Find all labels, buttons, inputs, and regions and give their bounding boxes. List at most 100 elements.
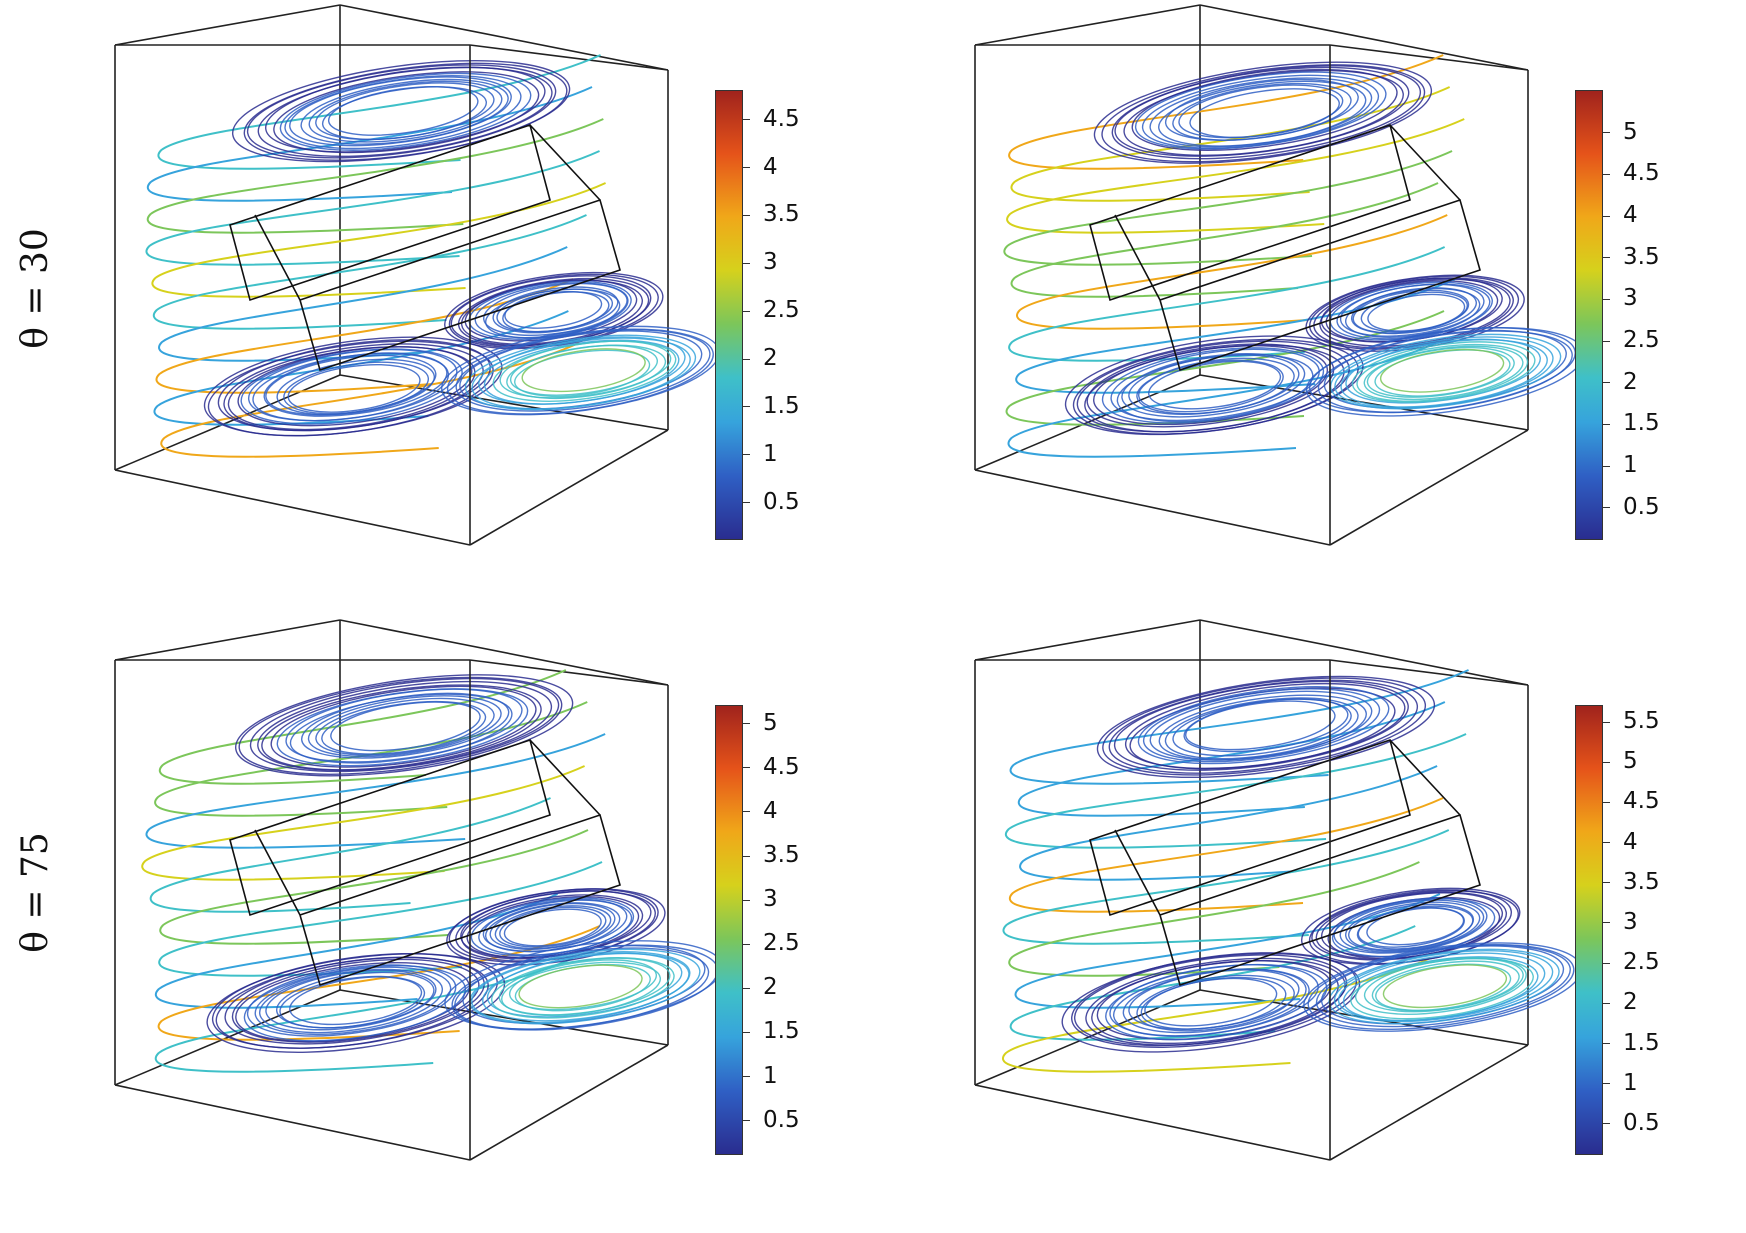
cube-edge [339, 619, 669, 686]
streamline [158, 861, 603, 977]
streamline [157, 54, 601, 170]
colorbar-tick-label: 2.5 [1603, 949, 1660, 976]
colorbar-tick-label: 0.5 [1603, 493, 1660, 520]
colorbar-tick-label: 2.5 [1603, 327, 1660, 353]
colorbar [1575, 90, 1603, 540]
panel-bottom-left: 0.5 1 1.5 2 2.5 3 3.5 4 4.5 5 [100, 615, 900, 1215]
colorbar-tick-label: 1 [1603, 1069, 1638, 1096]
panel-top-right: 0.5 1 1.5 2 2.5 3 3.5 4 4.5 5 [960, 0, 1746, 600]
colorbar-tick-label: 3.5 [743, 842, 800, 868]
streamline [146, 118, 604, 234]
streamline [1008, 797, 1444, 913]
streamline [1016, 214, 1448, 330]
colorbar-tick-label: 5 [743, 709, 778, 736]
colorbar-tick-label: 3 [1603, 908, 1638, 935]
cube-edge [974, 1084, 1331, 1161]
colorbar-tick-label: 1 [1603, 452, 1638, 478]
panel-bottom-right: 0.5 1 1.5 2 2.5 3 3.5 4 4.5 5 5.5 [960, 615, 1746, 1215]
cube-edge [114, 469, 471, 546]
inner-plate [229, 738, 621, 987]
colorbar-tick-label: 1 [743, 1062, 778, 1089]
streamline-scene [974, 4, 1585, 546]
colorbar-tick-label: 4 [1603, 202, 1638, 228]
streamline [1009, 669, 1469, 785]
colorbar-tick-label: 5 [1603, 118, 1638, 145]
colorbar-tick-label: 3 [743, 886, 778, 913]
row-label-text: θ = 75 [14, 831, 56, 953]
streamline [151, 182, 606, 298]
cube-edge [1199, 619, 1529, 686]
colorbar [715, 90, 743, 540]
colorbar-tick-label: 5.5 [1603, 708, 1660, 735]
colorbar-tick-label: 2 [1603, 989, 1638, 1016]
colorbar [715, 705, 743, 1155]
row-label-text: θ = 30 [14, 227, 56, 349]
streamline [1006, 118, 1465, 234]
colorbar-tick-label: 3.5 [1603, 868, 1660, 895]
cube-edge [1329, 44, 1529, 71]
cube-edge [1329, 659, 1529, 686]
colorbar-tick-label: 4.5 [1603, 788, 1660, 815]
colorbar-tick-label: 4 [743, 153, 778, 180]
streamline [154, 701, 588, 817]
colorbar-tick-label: 2.5 [743, 930, 800, 957]
cube-edge [469, 659, 669, 686]
colorbar [1575, 705, 1603, 1155]
colorbar-tick-label: 0.5 [1603, 1109, 1660, 1136]
streamline [1019, 765, 1438, 881]
colorbar-tick-label: 1 [743, 440, 778, 467]
colorbar-tick-label: 1.5 [743, 392, 800, 419]
cube-edge [339, 4, 669, 71]
vortex-ring [1096, 675, 1436, 779]
cube-edge [974, 469, 1331, 546]
cube-edge [114, 4, 341, 46]
colorbar-tick-label: 3.5 [743, 201, 800, 228]
streamline [160, 342, 580, 458]
vortex-ring [203, 336, 503, 437]
inner-plate [229, 123, 621, 372]
cube-edge [339, 374, 669, 431]
colorbar-tick-label: 4 [1603, 828, 1638, 855]
row-label-theta-30: θ = 30 [0, 228, 70, 349]
colorbar-tick-label: 4 [743, 797, 778, 824]
colorbar-tick-label: 2 [743, 345, 778, 372]
streamline [1002, 829, 1450, 945]
colorbar-tick-label: 1.5 [1603, 410, 1660, 437]
cube-edge [974, 4, 1201, 46]
cube-edge [1329, 1044, 1529, 1161]
inner-plate [1089, 738, 1481, 987]
vortex-ring [441, 325, 720, 416]
colorbar-tick-label: 4.5 [743, 753, 800, 780]
streamline [1010, 182, 1439, 298]
vortex-ring [1064, 335, 1364, 436]
colorbar-tick-label: 0.5 [743, 1106, 800, 1133]
colorbar-tick-label: 2 [743, 974, 778, 1001]
panel-top-left: 0.5 1 1.5 2 2.5 3 3.5 4 4.5 [100, 0, 900, 600]
colorbar-tick-label: 5 [1603, 748, 1638, 775]
vortex-ring [234, 674, 574, 777]
cube-edge [1199, 4, 1529, 71]
colorbar-tick-label: 1.5 [743, 1018, 800, 1045]
inner-plate [1089, 123, 1481, 372]
streamline-scene [114, 4, 720, 546]
streamline-scene [974, 619, 1583, 1161]
cube-edge [114, 1084, 471, 1161]
streamline-scene [114, 619, 724, 1161]
colorbar-tick-label: 3 [1603, 285, 1638, 312]
cube-edge [469, 44, 669, 71]
streamline [152, 214, 587, 330]
row-label-theta-75: θ = 75 [0, 832, 70, 953]
streamline [1010, 86, 1451, 202]
colorbar-tick-label: 4.5 [1603, 160, 1660, 187]
streamline [1003, 150, 1453, 266]
colorbar-tick-label: 3.5 [1603, 243, 1660, 270]
cube-edge [114, 619, 341, 661]
cube-edge [339, 989, 669, 1046]
streamline [154, 893, 558, 1009]
streamline [159, 829, 589, 945]
colorbar-tick-label: 1.5 [1603, 1029, 1660, 1056]
colorbar-tick-label: 3 [743, 249, 778, 276]
cube-edge [469, 1044, 669, 1161]
colorbar-tick-label: 2 [1603, 368, 1638, 395]
streamline [145, 733, 606, 849]
